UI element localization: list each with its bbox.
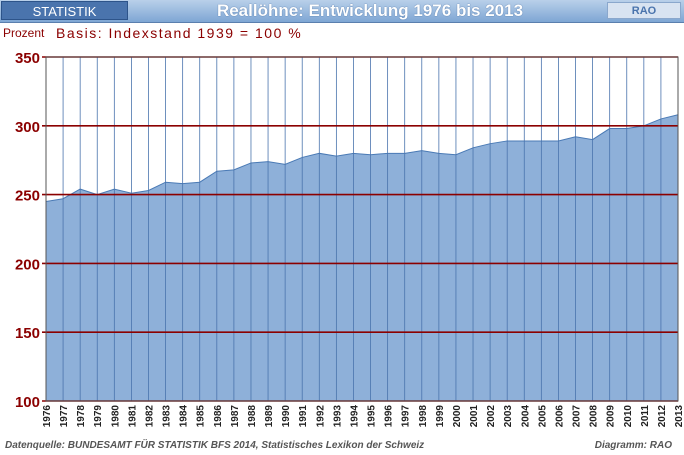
y-tick-label: 250 xyxy=(15,188,40,205)
brand-label: STATISTIK SCHWEIZ xyxy=(1,1,128,38)
x-tick-label: 1996 xyxy=(384,405,395,428)
x-tick-label: 1995 xyxy=(367,405,378,428)
data-source-label: Datenquelle: BUNDESAMT FÜR STATISTIK BFS… xyxy=(5,440,425,451)
x-tick-label: 2009 xyxy=(606,405,617,428)
x-tick-label: 1999 xyxy=(435,405,446,428)
x-tick-label: 1976 xyxy=(42,405,53,428)
x-tick-label: 1981 xyxy=(127,405,138,428)
x-tick-label: 2005 xyxy=(537,405,548,428)
x-tick-label: 1980 xyxy=(110,405,121,428)
x-tick-label: 1992 xyxy=(315,405,326,428)
x-tick-label: 2004 xyxy=(520,405,531,428)
plot-border xyxy=(45,56,679,402)
x-tick-label: 2008 xyxy=(589,405,600,428)
x-tick-label: 2012 xyxy=(657,405,668,428)
x-tick-label: 2010 xyxy=(623,405,634,428)
x-tick-label: 1993 xyxy=(332,405,343,428)
x-tick-label: 1985 xyxy=(196,405,207,428)
x-tick-label: 1989 xyxy=(264,405,275,428)
x-tick-label: 2011 xyxy=(640,405,651,427)
header-bar: STATISTIK SCHWEIZ Reallöhne: Entwicklung… xyxy=(0,0,684,38)
x-tick-label: 1982 xyxy=(144,405,155,428)
author-code-badge: RAO xyxy=(607,2,681,19)
x-tick-label: 1994 xyxy=(349,405,360,428)
series-line xyxy=(45,114,679,202)
diagram-credit-label: Diagramm: RAO xyxy=(594,440,672,451)
basis-label: Basis: Indexstand 1939 = 100 % xyxy=(56,25,303,41)
x-tick-label: 1991 xyxy=(298,405,309,428)
x-tick-label: 2003 xyxy=(503,405,514,428)
x-tick-label: 2006 xyxy=(554,405,565,428)
x-tick-label: 2007 xyxy=(572,405,583,428)
y-tick-label: 200 xyxy=(15,256,40,273)
x-tick-label: 1977 xyxy=(59,405,70,428)
chart-title: Reallöhne: Entwicklung 1976 bis 2013 xyxy=(216,1,524,20)
x-tick-label: 1990 xyxy=(281,405,292,428)
series-area xyxy=(46,114,678,401)
x-tick-label: 1983 xyxy=(162,405,173,428)
x-tick-label: 2000 xyxy=(452,405,463,428)
y-unit-label: Prozent xyxy=(3,26,45,40)
x-tick-label: 1998 xyxy=(418,405,429,428)
x-tick-label: 1987 xyxy=(230,405,241,428)
x-tick-label: 2001 xyxy=(469,405,480,428)
x-tick-label: 1978 xyxy=(76,405,87,428)
x-tick-label: 2013 xyxy=(674,405,684,428)
y-tick-label: 150 xyxy=(15,325,40,342)
x-tick-label: 1984 xyxy=(179,405,190,428)
y-tick-label: 300 xyxy=(15,119,40,136)
y-tick-label: 100 xyxy=(15,394,40,411)
x-tick-label: 2002 xyxy=(486,405,497,428)
y-tick-label: 350 xyxy=(15,50,40,67)
x-tick-label: 1988 xyxy=(247,405,258,428)
x-tick-label: 1986 xyxy=(213,405,224,428)
x-tick-label: 1979 xyxy=(93,405,104,428)
x-tick-label: 1997 xyxy=(401,405,412,428)
